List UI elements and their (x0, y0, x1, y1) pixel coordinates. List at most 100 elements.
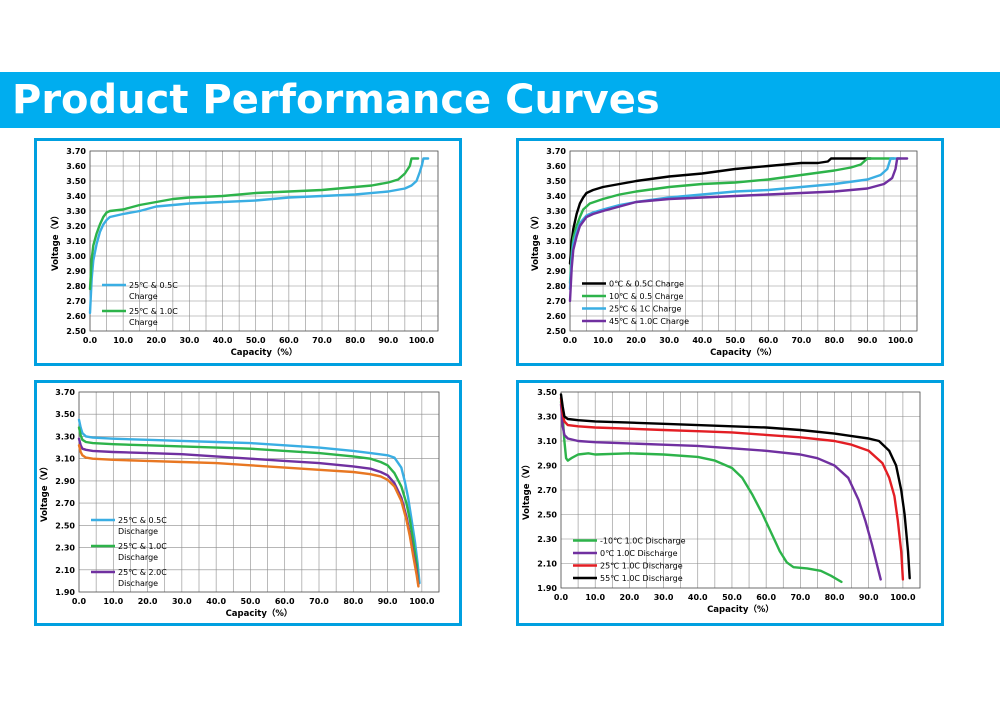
x-tick-label: 30.0 (180, 336, 200, 345)
plot-frame (78, 391, 440, 593)
y-tick-label: 3.30 (546, 207, 566, 216)
legend: 0℃ & 0.5C Charge 10℃ & 0.5 Charge 25℃ & 1C… (582, 280, 689, 326)
series-line-25-0-5c-discharge (77, 418, 421, 585)
legend-label-10-0-5-charge: 10℃ & 0.5 Charge (609, 292, 684, 301)
y-tick-label: 3.70 (546, 147, 566, 156)
y-tick-label: 2.50 (537, 511, 557, 520)
chart-discharge-temperature: 1.90 2.10 2.30 2.50 2.70 2.90 3.10 3.30 3.50 0.0 1… (521, 388, 921, 615)
y-tick-label: 2.70 (55, 499, 75, 508)
chart-panel-discharge-temperature: 1.90 2.10 2.30 2.50 2.70 2.90 3.10 3.30 3.50 0.0 1… (516, 380, 944, 626)
plot-frame (89, 150, 439, 332)
y-tick-label: 3.30 (55, 432, 75, 441)
y-tick-label: 2.10 (537, 560, 557, 569)
y-tick-label: 2.90 (66, 267, 86, 276)
page-title: Product Performance Curves (12, 77, 660, 123)
x-tick-label: 30.0 (172, 597, 192, 606)
series-line-25-1-0c-discharge (559, 396, 905, 581)
x-axis-label: Capacity（%） (710, 347, 777, 358)
gridlines (89, 150, 439, 332)
y-axis-label: Voltage（V） (39, 462, 50, 522)
x-tick-label: 0.0 (83, 336, 98, 345)
legend-label-25-2-0c-discharge: 25℃ & 2.0C Discharge (118, 568, 167, 588)
legend-label-line: 25℃ & 0.5C (118, 516, 167, 525)
x-tick-label: 100.0 (409, 336, 435, 345)
title-banner: Product Performance Curves (0, 72, 1000, 128)
x-tick-label: 80.0 (825, 593, 845, 602)
y-tick-label: 3.20 (546, 222, 566, 231)
x-tick-label: 10.0 (585, 593, 605, 602)
x-tick-label: 20.0 (626, 336, 646, 345)
series-line-0-0-5c-charge (568, 157, 872, 265)
series-line-25-0-5c-charge (88, 157, 430, 315)
y-tick-label: 2.80 (546, 282, 566, 291)
legend-label-25-1-0c-discharge: 25℃ 1.0C Discharge (600, 562, 683, 571)
y-tick-label: 3.30 (66, 207, 86, 216)
legend: 25℃ & 0.5C Charge 25℃ & 1.0C Charge (102, 281, 178, 327)
y-tick-label: 2.50 (55, 521, 75, 530)
y-tick-label: 2.90 (55, 477, 75, 486)
y-axis-label: Voltage（V） (50, 211, 61, 271)
x-tick-label: 60.0 (758, 336, 778, 345)
series-line-55-1-0c-discharge (559, 393, 911, 580)
x-tick-label: 100.0 (890, 593, 916, 602)
legend-label-line: Discharge (118, 579, 158, 588)
x-tick-label: 80.0 (345, 336, 365, 345)
legend-label-25-1c-charge: 25℃ & 1C Charge (609, 305, 681, 314)
x-tick-label: 90.0 (378, 597, 398, 606)
y-tick-label: 2.30 (537, 535, 557, 544)
chart-panel-discharge-rate: 1.90 2.10 2.30 2.50 2.70 2.90 3.10 3.30 3.50 3.70… (34, 380, 462, 626)
y-tick-label: 2.80 (66, 282, 86, 291)
series-line-25-1-0c-discharge (77, 426, 420, 586)
legend-label-line: Discharge (118, 527, 158, 536)
chart-charge-25c: 2.50 2.60 2.70 2.80 2.90 3.00 3.10 3.20 3.30 3.40… (50, 147, 439, 358)
y-tick-label: 2.50 (546, 327, 566, 336)
x-tick-label: 100.0 (888, 336, 914, 345)
series-line-25-1-0c-charge (88, 157, 420, 291)
gridlines (78, 391, 440, 593)
y-tick-label: 2.50 (66, 327, 86, 336)
x-tick-label: 90.0 (858, 336, 878, 345)
series-line-10-1-0c-discharge (559, 400, 843, 584)
legend-label-10-1-0c-discharge: -10℃ 1.0C Discharge (600, 537, 686, 546)
legend: -10℃ 1.0C Discharge 0℃ 1.0C Discharge 25℃ … (573, 537, 686, 583)
legend-label-line: 25℃ & 2.0C (118, 568, 167, 577)
y-tick-label: 3.40 (546, 192, 566, 201)
series-line-45-1-0c-charge (568, 157, 909, 303)
y-tick-label: 3.60 (546, 162, 566, 171)
y-tick-label: 3.50 (537, 388, 557, 397)
y-tick-label: 3.10 (66, 237, 86, 246)
y-axis-label: Voltage（V） (521, 460, 532, 520)
x-tick-label: 60.0 (756, 593, 776, 602)
x-tick-label: 100.0 (409, 597, 435, 606)
x-tick-label: 30.0 (659, 336, 679, 345)
x-tick-label: 0.0 (72, 597, 87, 606)
x-tick-label: 10.0 (103, 597, 123, 606)
x-axis-label: Capacity（%） (231, 347, 298, 358)
x-tick-label: 40.0 (206, 597, 226, 606)
x-axis-label: Capacity（%） (226, 608, 293, 619)
y-tick-label: 3.30 (537, 413, 557, 422)
plot-frame (560, 391, 921, 589)
x-tick-label: 40.0 (692, 336, 712, 345)
y-tick-label: 3.60 (66, 162, 86, 171)
plot-frame (569, 150, 918, 332)
y-tick-label: 2.90 (546, 267, 566, 276)
series-line-unnamed-3 (77, 444, 420, 588)
y-tick-label: 3.00 (66, 252, 86, 261)
y-tick-label: 3.50 (546, 177, 566, 186)
chart-panel-charge-25c: 2.50 2.60 2.70 2.80 2.90 3.00 3.10 3.20 3.30 3.40… (34, 138, 462, 366)
x-tick-label: 70.0 (309, 597, 329, 606)
y-tick-label: 1.90 (537, 584, 557, 593)
series-line-0-1-0c-discharge (559, 403, 882, 581)
x-tick-label: 10.0 (593, 336, 613, 345)
legend-label-line: Discharge (118, 553, 158, 562)
y-tick-label: 2.90 (537, 462, 557, 471)
y-tick-label: 3.70 (66, 147, 86, 156)
x-tick-label: 60.0 (275, 597, 295, 606)
y-tick-label: 3.10 (55, 455, 75, 464)
x-tick-label: 60.0 (279, 336, 299, 345)
y-tick-label: 2.30 (55, 544, 75, 553)
legend-label-0-0-5c-charge: 0℃ & 0.5C Charge (609, 280, 684, 289)
legend-label-55-1-0c-discharge: 55℃ 1.0C Discharge (600, 574, 683, 583)
x-tick-label: 50.0 (725, 336, 745, 345)
